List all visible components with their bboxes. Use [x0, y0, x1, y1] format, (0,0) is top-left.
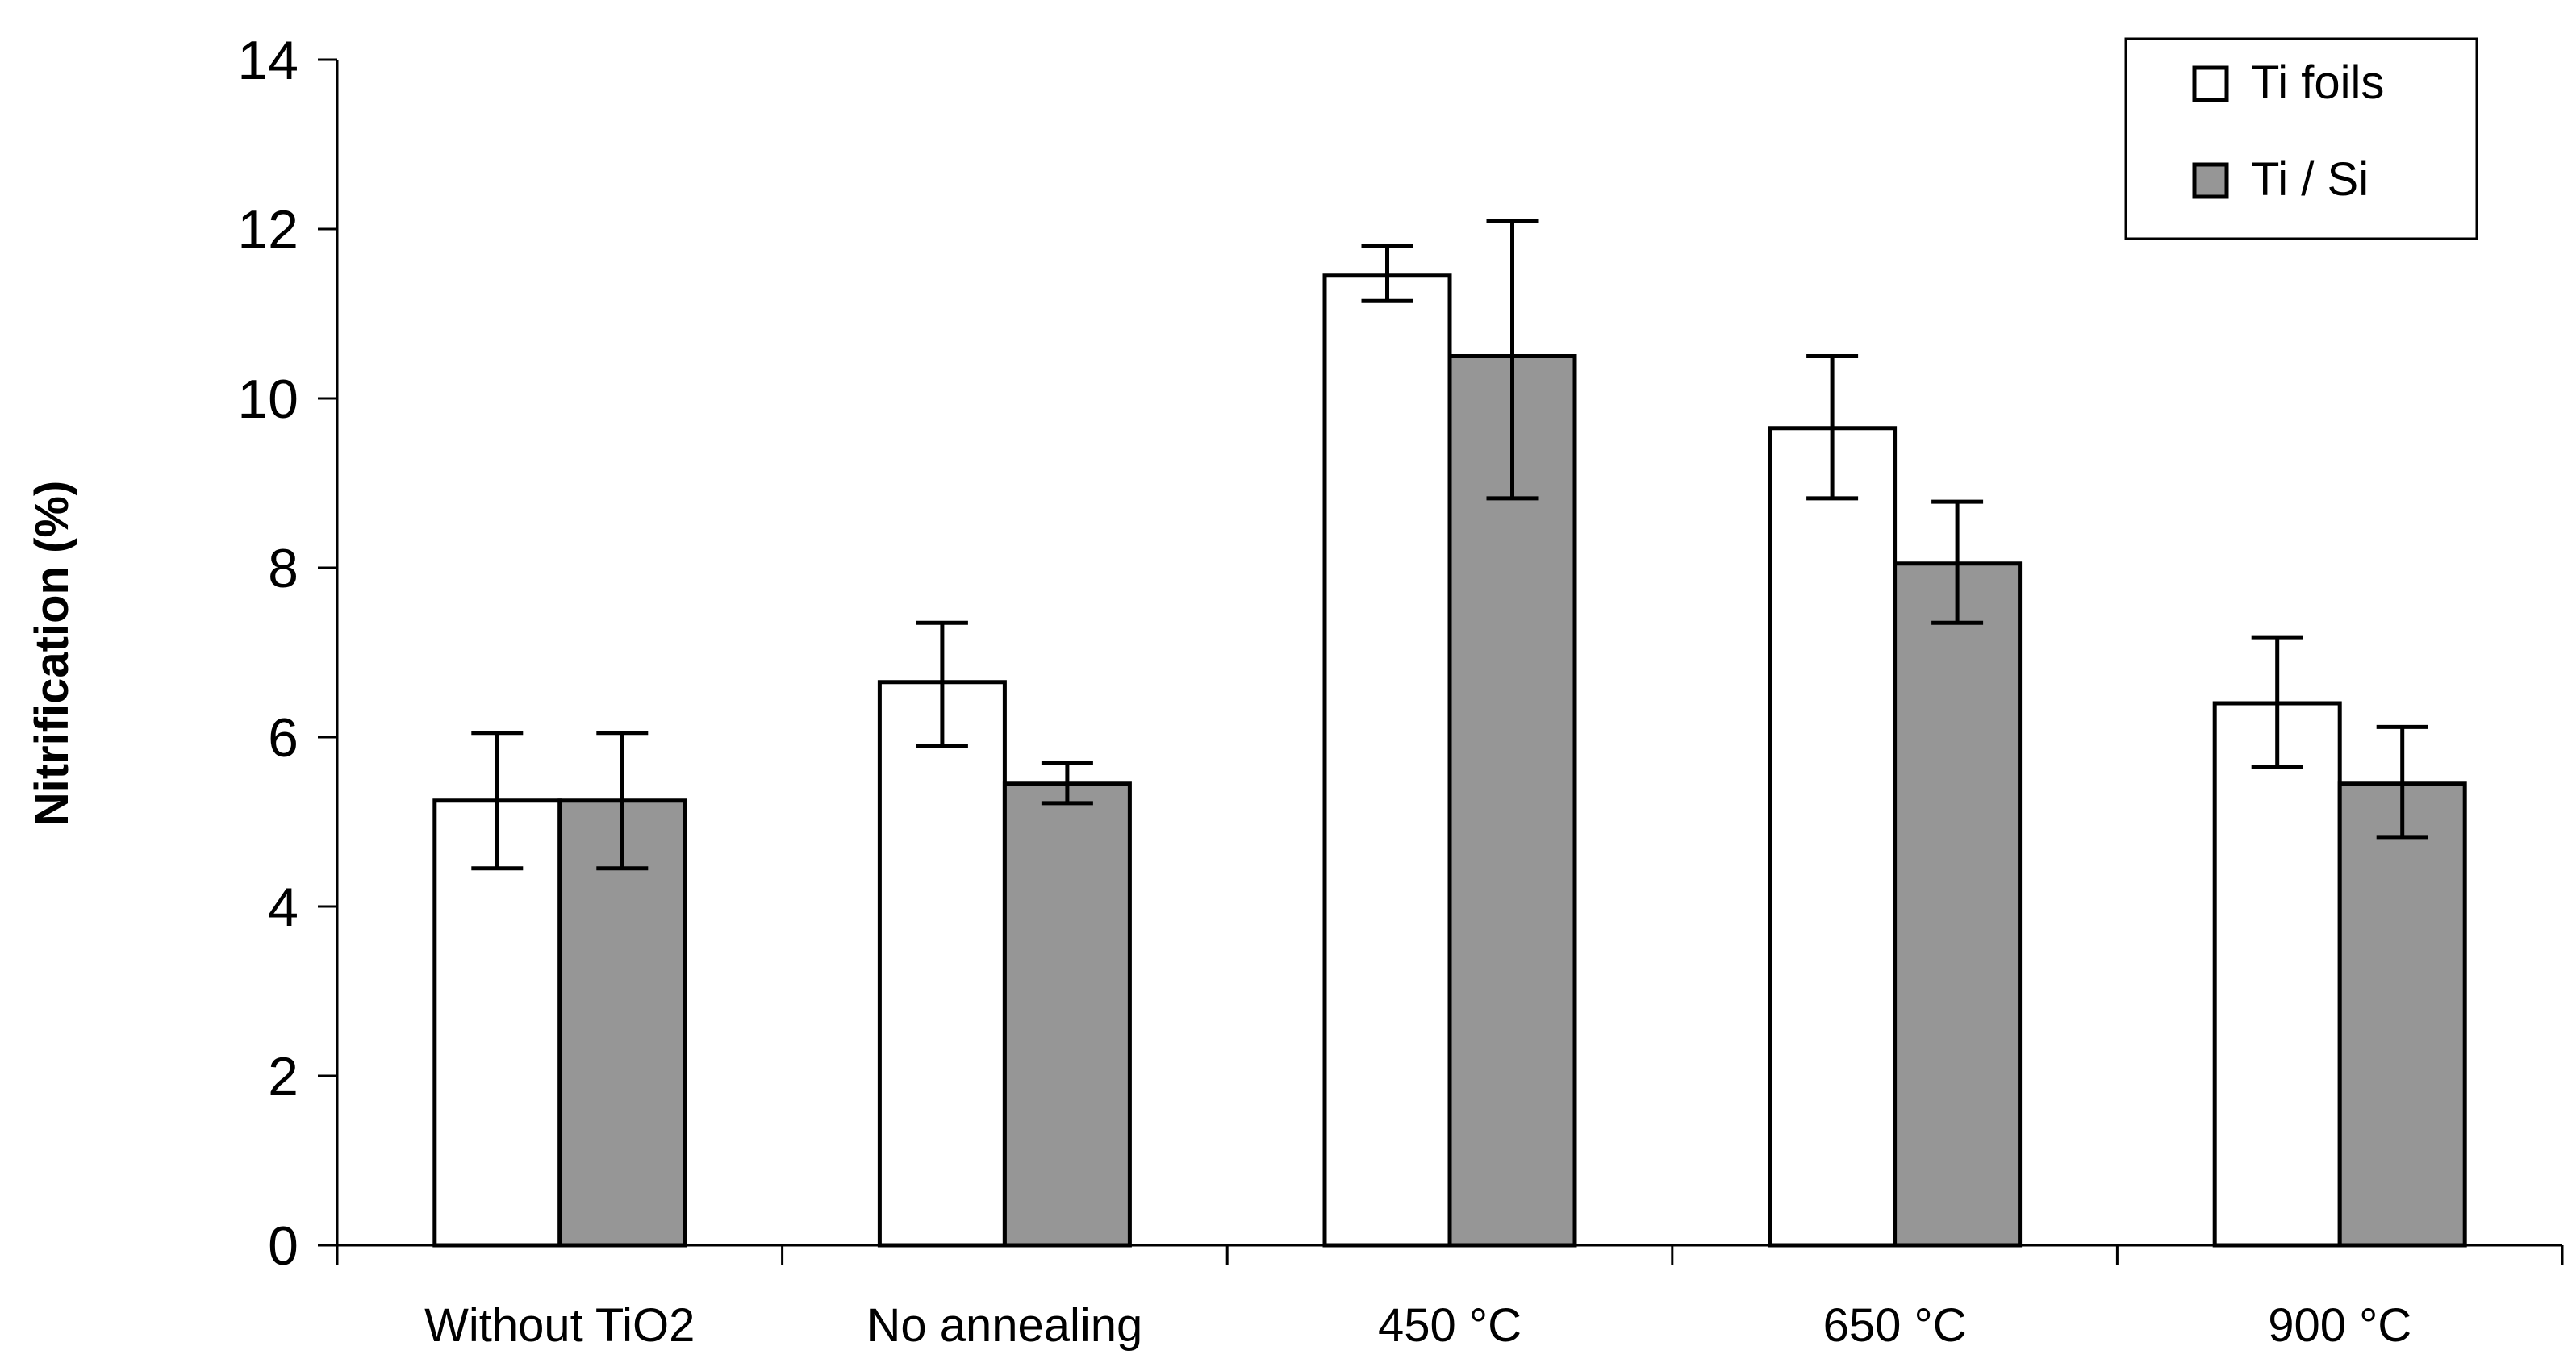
- y-tick-label-1: 2: [268, 1046, 299, 1107]
- legend-box: [2124, 37, 2478, 240]
- y-tick-label-0: 0: [268, 1215, 299, 1277]
- bar-ti-si-0: [557, 798, 687, 1248]
- legend-label-ti-foils: Ti foils: [2251, 56, 2384, 109]
- axes-layer: [336, 60, 2562, 1247]
- bar-ti-si-1: [1002, 781, 1132, 1248]
- y-axis-title: Nitrification (%): [26, 481, 78, 827]
- y-tick-label-4: 8: [268, 538, 299, 599]
- y-tick-label-5: 10: [237, 369, 299, 430]
- y-ticks: 0 2 4 6 8 10 12 14: [237, 30, 337, 1277]
- legend-swatch-ti-si: [2192, 162, 2229, 199]
- legend: Ti foils Ti / Si: [2124, 37, 2478, 240]
- legend-label-ti-si: Ti / Si: [2251, 153, 2369, 206]
- x-ticks: Without TiO2 No annealing 450 °C 650 °C 900 …: [336, 1245, 2564, 1352]
- bars-layer: [432, 273, 2467, 1248]
- x-tick-label-4: 900 °C: [2268, 1299, 2411, 1352]
- y-tick-label-7: 14: [237, 30, 299, 91]
- bar-ti-foils-0: [432, 798, 562, 1248]
- y-tick-label-3: 6: [268, 707, 299, 769]
- legend-swatch-ti-foils: [2192, 65, 2229, 102]
- x-tick-label-1: No annealing: [866, 1299, 1142, 1352]
- x-tick-label-3: 650 °C: [1823, 1299, 1967, 1352]
- error-bars-layer: [471, 219, 2428, 871]
- bar-ti-si-4: [2337, 781, 2467, 1248]
- bar-ti-foils-4: [2212, 701, 2342, 1248]
- bar-ti-foils-3: [1768, 426, 1898, 1248]
- bar-ti-foils-1: [877, 680, 1007, 1248]
- x-tick-label-2: 450 °C: [1378, 1299, 1522, 1352]
- x-tick-label-0: Without TiO2: [424, 1299, 695, 1352]
- y-tick-label-2: 4: [268, 877, 299, 938]
- bar-ti-si-3: [1893, 561, 2023, 1248]
- y-tick-label-6: 12: [237, 199, 299, 260]
- bar-ti-foils-2: [1322, 273, 1452, 1248]
